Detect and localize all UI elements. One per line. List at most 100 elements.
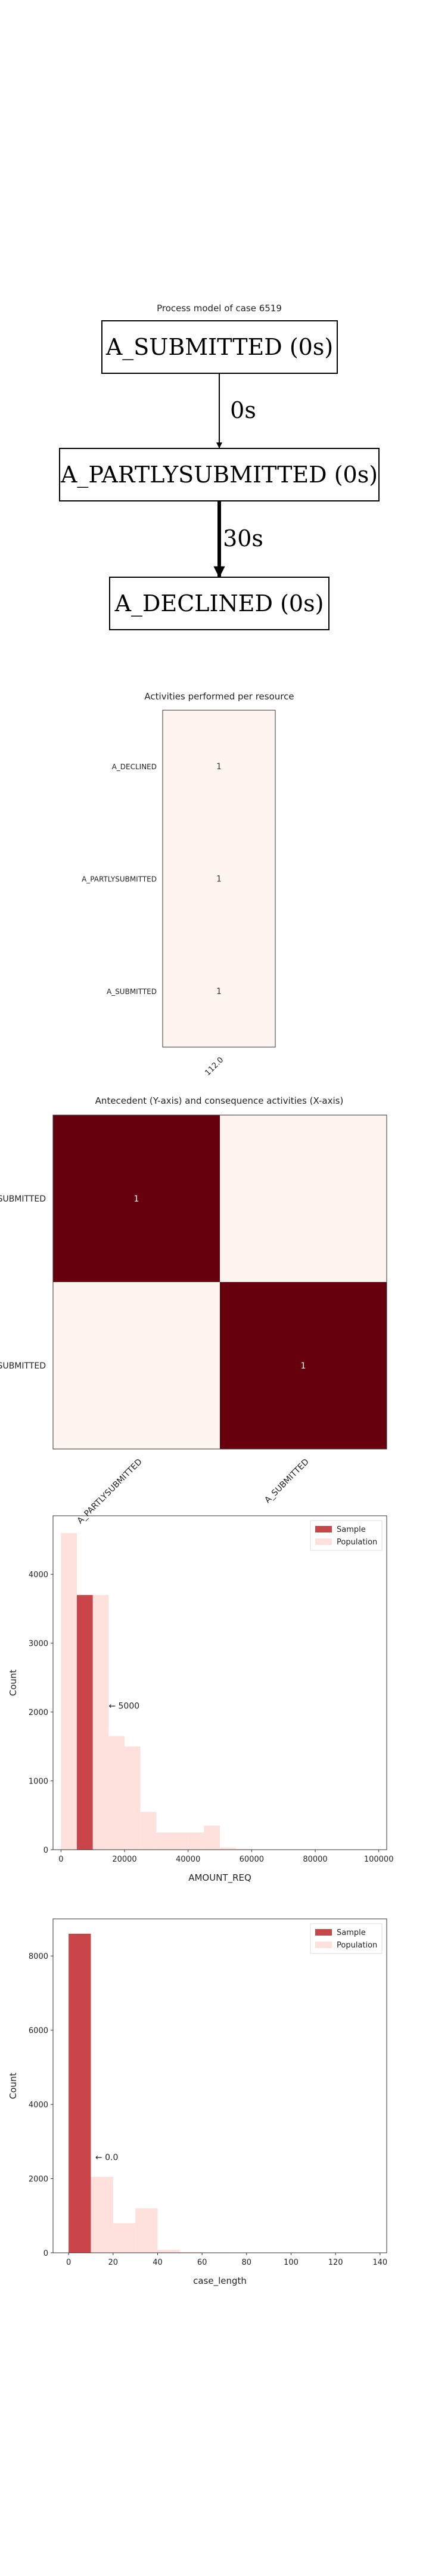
- legend-label-sample: Sample: [337, 1928, 366, 1937]
- heatmap-x-tick-label: A_SUBMITTED: [263, 1457, 311, 1506]
- population-bar: [172, 1832, 188, 1850]
- x-tick-label: 80: [242, 2258, 252, 2267]
- process-edge: 30s: [213, 501, 263, 578]
- x-axis-label: case_length: [193, 2275, 247, 2287]
- population-bar: [156, 1832, 172, 1850]
- legend-label-population: Population: [337, 1941, 377, 1950]
- y-tick-label: 8000: [29, 1952, 48, 1961]
- heatmap-cell-value: 1: [216, 762, 222, 772]
- process-edge: 0s: [216, 373, 256, 448]
- legend-swatch-sample: [315, 1929, 332, 1936]
- x-axis-label: AMOUNT_REQ: [188, 1872, 251, 1884]
- population-bar: [108, 1736, 125, 1850]
- y-axis-label: Count: [8, 2073, 18, 2100]
- heatmap-cell: [163, 710, 275, 823]
- heatmap-y-tick-label: A_SUBMITTED: [0, 1361, 46, 1371]
- population-bar: [92, 1594, 109, 1850]
- y-tick-label: 0: [43, 2249, 48, 2258]
- process-node-label: A_DECLINED (0s): [114, 590, 324, 617]
- heatmap-cell: [53, 1282, 220, 1449]
- population-bar: [125, 1746, 141, 1850]
- resource-heatmap: Activities performed per resource 1 1 1 A_D…: [82, 691, 294, 1078]
- population-bar: [61, 1532, 77, 1850]
- antecedent-heatmap-title: Antecedent (Y-axis) and consequence acti…: [95, 1095, 344, 1106]
- x-tick-label: 20000: [112, 1855, 136, 1864]
- x-tick-label: 100000: [364, 1855, 394, 1864]
- legend-label-sample: Sample: [337, 1525, 366, 1534]
- x-tick-label: 80000: [303, 1855, 327, 1864]
- process-model: Process model of case 6519 A_SUBMITTED (…: [59, 303, 380, 630]
- x-tick-label: 100: [284, 2258, 299, 2267]
- y-tick-label: 4000: [29, 2101, 48, 2110]
- heatmap-cell: [220, 1115, 387, 1282]
- population-bar: [91, 2176, 113, 2253]
- population-bar: [204, 1825, 220, 1850]
- heatmap-x-tick-label: 112.0: [203, 1055, 225, 1078]
- histogram-frame: [52, 1918, 387, 2253]
- legend: Sample Population: [310, 1923, 383, 1954]
- heatmap-frame: [52, 1114, 387, 1450]
- heatmap-cell-value: 1: [301, 1361, 306, 1371]
- y-tick-label: 2000: [29, 2175, 48, 2184]
- process-node-label: A_SUBMITTED (0s): [105, 334, 333, 361]
- legend-box: [310, 1923, 383, 1954]
- x-tick-label: 0: [58, 1855, 63, 1864]
- heatmap-cell: [220, 1282, 387, 1449]
- resource-heatmap-title: Activities performed per resource: [144, 691, 294, 702]
- process-node-label: A_PARTLYSUBMITTED (0s): [60, 462, 378, 488]
- y-tick-label: 1000: [29, 1778, 48, 1787]
- y-axis-label: Count: [8, 1670, 18, 1696]
- heatmap-cell: [163, 822, 275, 935]
- population-bar: [157, 2250, 180, 2253]
- heatmap-y-tick-label: A_DECLINED: [112, 763, 157, 771]
- antecedent-heatmap: Antecedent (Y-axis) and consequence acti…: [0, 1095, 387, 1526]
- heatmap-y-tick-label: A_PARTLYSUBMITTED: [82, 875, 157, 884]
- heatmap-x-tick-label: A_PARTLYSUBMITTED: [76, 1457, 144, 1526]
- population-bar: [188, 1832, 204, 1850]
- sample-bar: [69, 1933, 91, 2253]
- process-node-a-declined: A_DECLINED (0s): [109, 577, 329, 630]
- process-edge-label: 30s: [223, 525, 263, 552]
- x-tick-label: 60000: [240, 1855, 264, 1864]
- heatmap-cell-value: 1: [216, 987, 222, 996]
- amount-req-histogram: 0 20000 40000 60000 80000 100000 0 1000 2000 3000…: [8, 1515, 394, 1884]
- x-tick-label: 140: [372, 2258, 387, 2267]
- heatmap-y-tick-label: A_SUBMITTED: [107, 987, 157, 996]
- histogram-frame: [52, 1515, 387, 1850]
- y-tick-label: 2000: [29, 1708, 48, 1717]
- process-node-a-submitted: A_SUBMITTED (0s): [101, 320, 338, 374]
- y-tick-label: 0: [43, 1846, 48, 1855]
- population-bar: [235, 1849, 252, 1850]
- x-tick-label: 40: [153, 2258, 163, 2267]
- population-bar: [135, 2208, 158, 2253]
- legend-label-population: Population: [337, 1538, 377, 1547]
- process-edge-label: 0s: [230, 397, 256, 423]
- x-tick-label: 20: [108, 2258, 119, 2267]
- sample-bar: [77, 1594, 93, 1850]
- x-tick-label: 120: [328, 2258, 343, 2267]
- process-model-title: Process model of case 6519: [157, 303, 282, 314]
- legend-swatch-population: [315, 1538, 332, 1545]
- heatmap-cell: [163, 934, 275, 1047]
- legend-swatch-population: [315, 1942, 332, 1948]
- heatmap-y-tick-label: A_PARTLYSUBMITTED: [0, 1194, 46, 1204]
- process-node-box: [59, 448, 380, 501]
- legend: Sample Population: [310, 1520, 383, 1551]
- heatmap-cell: [53, 1115, 220, 1282]
- sample-annotation: ← 0.0: [95, 2153, 118, 2162]
- population-bar: [220, 1847, 236, 1850]
- population-bar: [140, 1812, 157, 1850]
- population-bar: [113, 2223, 136, 2253]
- heatmap-cell-value: 1: [216, 875, 222, 884]
- y-tick-label: 3000: [29, 1640, 48, 1649]
- process-node-box: [101, 320, 338, 374]
- legend-swatch-sample: [315, 1526, 332, 1532]
- population-bar: [179, 2252, 203, 2253]
- x-tick-label: 0: [66, 2258, 71, 2267]
- legend-box: [310, 1520, 383, 1551]
- y-tick-label: 4000: [29, 1571, 48, 1580]
- process-node-a-partlysubmitted: A_PARTLYSUBMITTED (0s): [59, 448, 380, 501]
- y-tick-label: 6000: [29, 2027, 48, 2036]
- heatmap-cell-value: 1: [134, 1194, 139, 1204]
